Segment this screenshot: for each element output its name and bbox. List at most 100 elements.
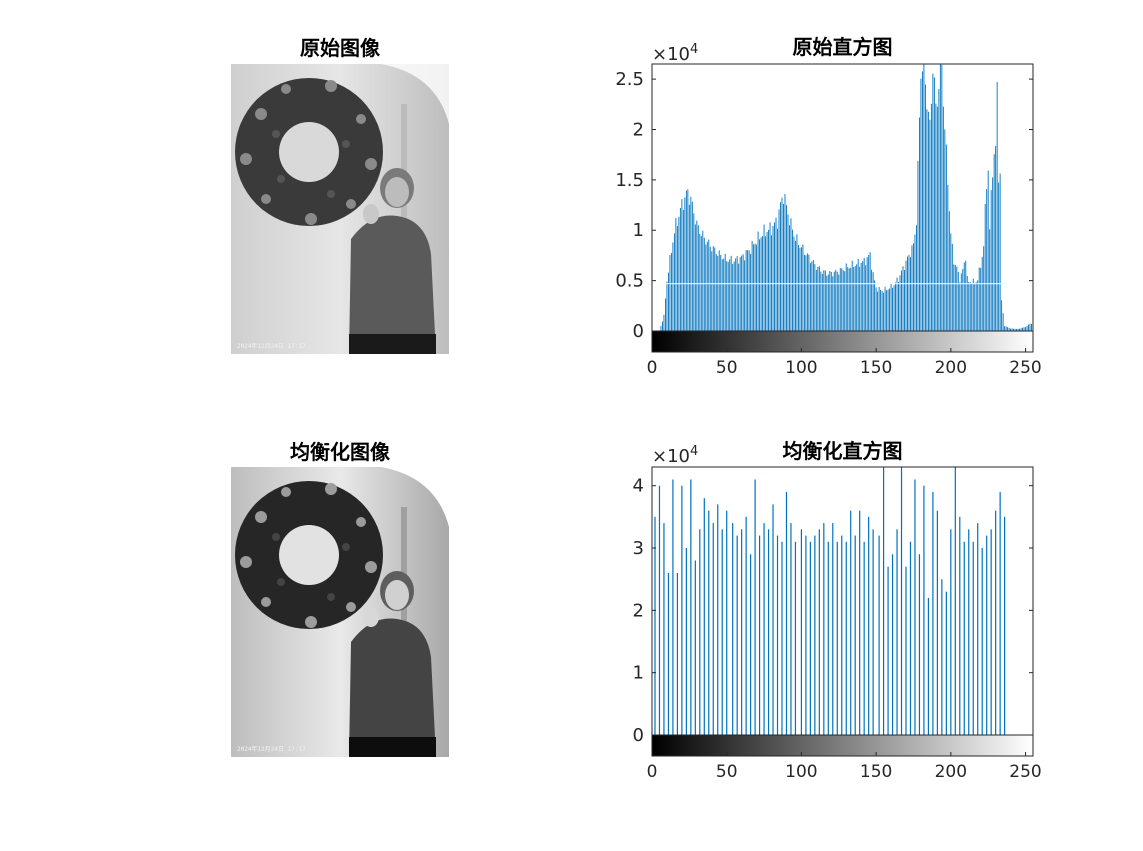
histogram-bar bbox=[956, 266, 958, 331]
histogram-bar bbox=[717, 255, 719, 331]
y-tick-label: 0.5 bbox=[615, 271, 644, 292]
histogram-bar bbox=[853, 267, 855, 331]
histogram-bar bbox=[754, 243, 756, 331]
histogram-bar bbox=[818, 529, 820, 735]
histogram-bar bbox=[950, 233, 952, 331]
histogram-bar bbox=[667, 572, 670, 735]
histogram-bar bbox=[685, 190, 687, 331]
histogram-bar bbox=[986, 535, 988, 735]
histogram-bar bbox=[832, 276, 834, 331]
histogram-bar bbox=[1022, 327, 1023, 331]
y-tick-label: 3 bbox=[633, 538, 644, 559]
histogram-bar bbox=[721, 259, 723, 331]
histogram-bar bbox=[1001, 300, 1003, 331]
histogram-bar bbox=[817, 266, 819, 331]
histogram-bar bbox=[733, 261, 735, 331]
histogram-bar bbox=[693, 213, 695, 331]
grayscale-colorbar bbox=[651, 734, 1034, 757]
histogram-bar bbox=[765, 236, 767, 331]
histogram-bar bbox=[933, 77, 935, 331]
histogram-bar bbox=[959, 282, 961, 331]
y-tick-label: 2 bbox=[633, 119, 644, 140]
histogram-bar bbox=[799, 247, 801, 331]
histogram-bar bbox=[980, 267, 982, 331]
histogram-bar bbox=[890, 283, 892, 331]
histogram-bar bbox=[682, 209, 684, 331]
histogram-bar bbox=[842, 270, 844, 331]
histogram-bar bbox=[927, 111, 929, 331]
histogram-bar bbox=[869, 252, 871, 331]
histogram-bar bbox=[984, 204, 986, 331]
histogram-bar bbox=[859, 266, 861, 331]
histogram-bar bbox=[718, 250, 720, 331]
histogram-bar bbox=[932, 491, 934, 735]
histogram-bar bbox=[986, 189, 988, 331]
histogram-bar bbox=[887, 289, 889, 331]
histogram-bar bbox=[800, 529, 803, 735]
y-tick-label: 1 bbox=[633, 663, 644, 684]
histogram-bar bbox=[951, 243, 953, 331]
histogram-bar bbox=[664, 298, 666, 331]
histogram-bar bbox=[705, 244, 707, 331]
histogram-bar bbox=[844, 271, 846, 331]
histogram-bar bbox=[868, 516, 870, 735]
histogram-bar bbox=[923, 485, 925, 735]
histogram-bar bbox=[921, 71, 923, 331]
histogram-bar bbox=[836, 271, 838, 331]
histogram-bar bbox=[775, 217, 777, 331]
chart-title: 原始直方图 bbox=[793, 35, 893, 59]
histogram-bar bbox=[866, 257, 868, 331]
histogram-bar bbox=[794, 240, 796, 331]
histogram-bar bbox=[667, 272, 669, 331]
plot-area bbox=[652, 467, 1033, 735]
histogram-bar bbox=[953, 264, 955, 331]
histogram-bar bbox=[708, 510, 710, 735]
histogram-bar bbox=[797, 244, 799, 331]
histogram-bar bbox=[868, 254, 870, 331]
histogram-bar bbox=[796, 234, 798, 331]
histogram-bar bbox=[990, 190, 992, 331]
histogram-bar bbox=[896, 529, 898, 735]
histogram-bar bbox=[774, 222, 775, 331]
histogram-bar bbox=[696, 220, 698, 331]
histogram-chart-0: 0 0.5 1 1.5 2 2.5 ×104 原始直方图 0 50 100 150 200 250 bbox=[615, 35, 1041, 378]
histogram-bar bbox=[975, 282, 977, 331]
histogram-bar bbox=[941, 64, 943, 331]
histogram-bar bbox=[800, 247, 802, 331]
histogram-bar bbox=[763, 523, 765, 735]
histogram-bar bbox=[790, 218, 792, 331]
histogram-bar bbox=[821, 273, 823, 331]
histogram-bar bbox=[1017, 328, 1019, 331]
histogram-bar bbox=[954, 264, 956, 331]
histogram-bar bbox=[862, 261, 864, 331]
histogram-bar bbox=[883, 292, 885, 331]
histogram-bar bbox=[909, 541, 912, 735]
histogram-bar bbox=[781, 541, 783, 735]
histogram-bar bbox=[809, 263, 811, 331]
histogram-bar bbox=[811, 261, 813, 331]
histogram-bar bbox=[676, 572, 678, 735]
histogram-bar bbox=[860, 263, 862, 331]
histogram-bar bbox=[720, 254, 722, 331]
histogram-bar bbox=[841, 535, 843, 735]
axes-box bbox=[651, 466, 1034, 736]
histogram-bar bbox=[790, 523, 792, 735]
histogram-bar bbox=[918, 117, 920, 332]
histogram-bar bbox=[684, 197, 686, 331]
histogram-bar bbox=[959, 516, 961, 735]
histogram-bar bbox=[805, 255, 807, 331]
histogram-bar bbox=[877, 291, 879, 331]
histogram-bar bbox=[874, 280, 876, 331]
histogram-bar bbox=[871, 269, 873, 331]
histogram-bar bbox=[703, 498, 705, 735]
x-tick-label: 150 bbox=[860, 762, 892, 782]
histogram-bar bbox=[863, 541, 865, 735]
histogram-bar bbox=[751, 240, 753, 331]
histogram-bar bbox=[726, 261, 728, 331]
histogram-bar bbox=[963, 541, 965, 735]
bar-series bbox=[654, 467, 1006, 735]
histogram-bar bbox=[1004, 516, 1006, 735]
histogram-bar bbox=[662, 321, 663, 331]
histogram-bar bbox=[971, 283, 973, 331]
